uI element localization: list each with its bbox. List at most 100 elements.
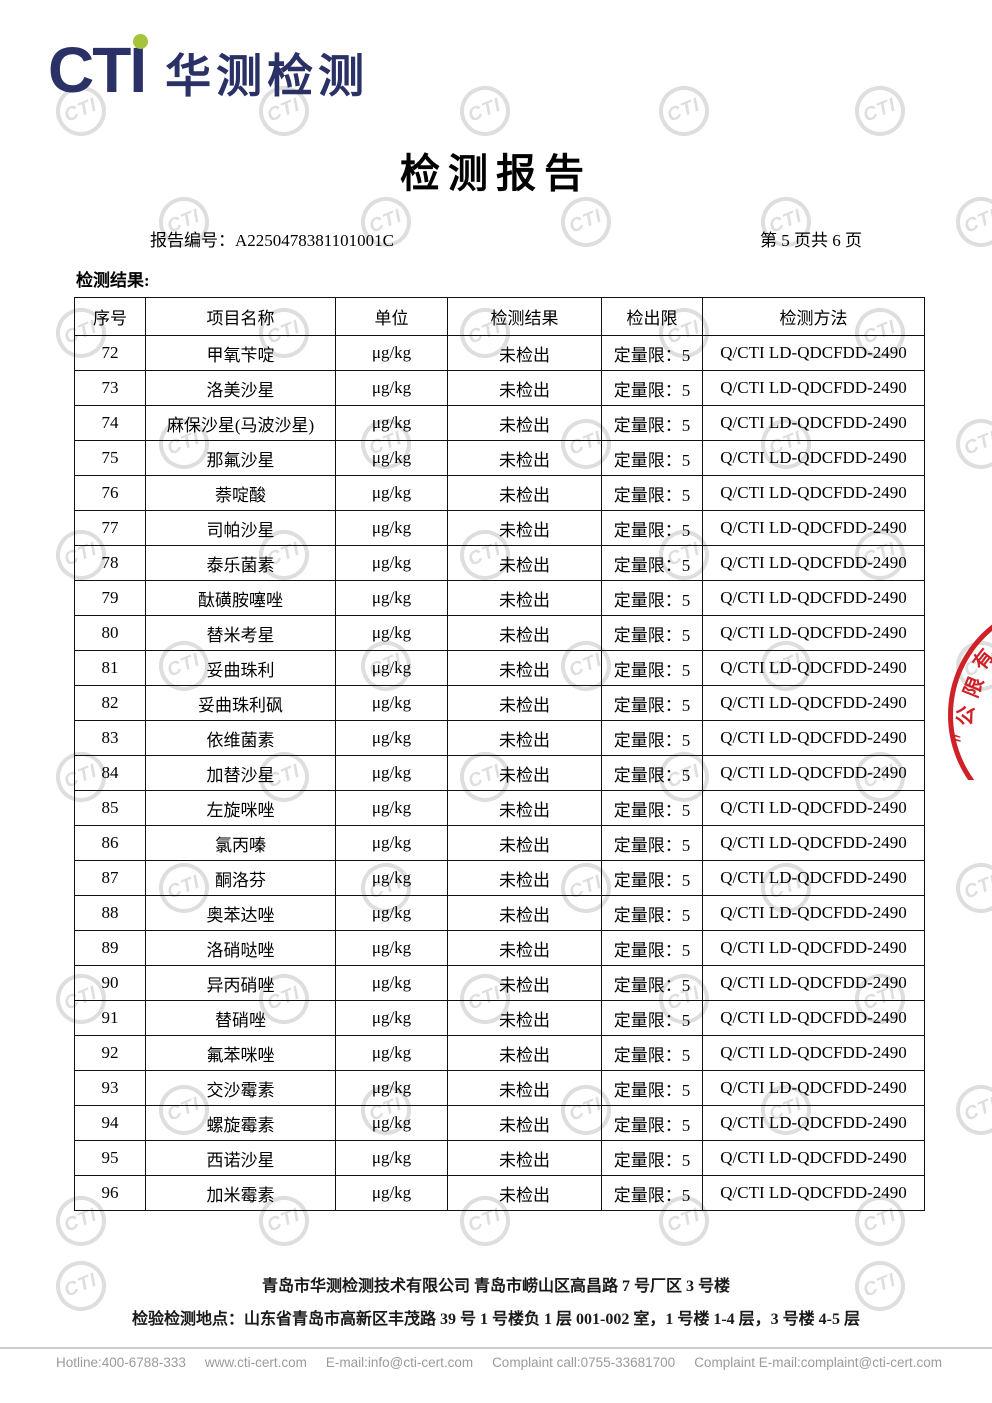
cell-item-name: 妥曲珠利 <box>145 650 336 686</box>
cell-unit: μg/kg <box>335 930 448 966</box>
cell-result: 未检出 <box>447 510 602 546</box>
cell-no: 74 <box>74 405 146 441</box>
email-text: E-mail:info@cti-cert.com <box>325 1355 474 1370</box>
cell-item-name: 氯丙嗪 <box>145 825 336 861</box>
table-row: 94 螺旋霉素 μg/kg 未检出 定量限：5 Q/CTI LD-QDCFDD-2490 <box>74 1105 925 1141</box>
cell-unit: μg/kg <box>335 545 448 581</box>
cell-item-name: 螺旋霉素 <box>145 1105 336 1141</box>
cell-unit: μg/kg <box>335 580 448 616</box>
cell-item-name: 异丙硝唑 <box>145 965 336 1001</box>
table-row: 81 妥曲珠利 μg/kg 未检出 定量限：5 Q/CTI LD-QDCFDD-2490 <box>74 650 925 686</box>
cell-result: 未检出 <box>447 370 602 406</box>
report-number-value: A2250478381101001C <box>235 231 394 250</box>
table-row: 74 麻保沙星(马波沙星) μg/kg 未检出 定量限：5 Q/CTI LD-QDCFDD… <box>74 405 925 441</box>
cell-detection-limit: 定量限：5 <box>601 580 703 616</box>
cell-method: Q/CTI LD-QDCFDD-2490 <box>702 650 925 686</box>
cell-method: Q/CTI LD-QDCFDD-2490 <box>702 440 925 476</box>
inspection-address-line: 检验检测地点：山东省青岛市高新区丰茂路 39 号 1 号楼负 1 层 001-0… <box>132 1311 860 1328</box>
cell-result: 未检出 <box>447 1070 602 1106</box>
company-name-line: 青岛市华测检测技术有限公司 青岛市崂山区高昌路 7 号厂区 3 号楼 <box>261 1278 730 1295</box>
cell-method: Q/CTI LD-QDCFDD-2490 <box>702 685 925 721</box>
cell-result: 未检出 <box>447 860 602 896</box>
report-meta-line: 报告编号：A2250478381101001C 第 5 页共 6 页 <box>150 226 862 251</box>
cell-no: 93 <box>74 1070 146 1106</box>
cell-item-name: 氟苯咪唑 <box>145 1035 336 1071</box>
column-header: 检测方法 <box>702 297 925 336</box>
contact-divider <box>0 1347 992 1349</box>
cell-unit: μg/kg <box>335 1105 448 1141</box>
table-header-row: 序号 项目名称 单位 检测结果 检出限 检测方法 <box>74 297 925 336</box>
cell-no: 82 <box>74 685 146 721</box>
table-row: 86 氯丙嗪 μg/kg 未检出 定量限：5 Q/CTI LD-QDCFDD-2490 <box>74 825 925 861</box>
cell-unit: μg/kg <box>335 755 448 791</box>
cell-detection-limit: 定量限：5 <box>601 440 703 476</box>
table-row: 93 交沙霉素 μg/kg 未检出 定量限：5 Q/CTI LD-QDCFDD-2490 <box>74 1070 925 1106</box>
complaint-email-text: Complaint E-mail:complaint@cti-cert.com <box>694 1355 942 1370</box>
table-row: 95 西诺沙星 μg/kg 未检出 定量限：5 Q/CTI LD-QDCFDD-2490 <box>74 1140 925 1176</box>
cell-no: 92 <box>74 1035 146 1071</box>
column-header: 序号 <box>74 297 146 336</box>
cell-result: 未检出 <box>447 475 602 511</box>
table-row: 73 洛美沙星 μg/kg 未检出 定量限：5 Q/CTI LD-QDCFDD-2490 <box>74 370 925 406</box>
table-row: 78 泰乐菌素 μg/kg 未检出 定量限：5 Q/CTI LD-QDCFDD-2490 <box>74 545 925 581</box>
cell-unit: μg/kg <box>335 370 448 406</box>
cell-detection-limit: 定量限：5 <box>601 510 703 546</box>
table-row: 89 洛硝哒唑 μg/kg 未检出 定量限：5 Q/CTI LD-QDCFDD-2490 <box>74 930 925 966</box>
cell-method: Q/CTI LD-QDCFDD-2490 <box>702 825 925 861</box>
cell-result: 未检出 <box>447 685 602 721</box>
cell-item-name: 替硝唑 <box>145 1000 336 1036</box>
cell-method: Q/CTI LD-QDCFDD-2490 <box>702 545 925 581</box>
cell-method: Q/CTI LD-QDCFDD-2490 <box>702 1175 925 1211</box>
cell-detection-limit: 定量限：5 <box>601 930 703 966</box>
cell-detection-limit: 定量限：5 <box>601 965 703 1001</box>
table-row: 84 加替沙星 μg/kg 未检出 定量限：5 Q/CTI LD-QDCFDD-2490 <box>74 755 925 791</box>
cell-detection-limit: 定量限：5 <box>601 1035 703 1071</box>
cell-unit: μg/kg <box>335 615 448 651</box>
cell-result: 未检出 <box>447 755 602 791</box>
cell-no: 90 <box>74 965 146 1001</box>
cell-detection-limit: 定量限：5 <box>601 545 703 581</box>
table-row: 87 酮洛芬 μg/kg 未检出 定量限：5 Q/CTI LD-QDCFDD-2490 <box>74 860 925 896</box>
cell-no: 83 <box>74 720 146 756</box>
cell-detection-limit: 定量限：5 <box>601 825 703 861</box>
cti-logo-text: CTI <box>48 32 149 108</box>
cell-item-name: 交沙霉素 <box>145 1070 336 1106</box>
cell-detection-limit: 定量限：5 <box>601 895 703 931</box>
column-header: 检出限 <box>601 297 703 336</box>
cell-item-name: 替米考星 <box>145 615 336 651</box>
cell-unit: μg/kg <box>335 510 448 546</box>
cell-no: 87 <box>74 860 146 896</box>
cell-item-name: 酮洛芬 <box>145 860 336 896</box>
cell-result: 未检出 <box>447 1175 602 1211</box>
cell-detection-limit: 定量限：5 <box>601 1175 703 1211</box>
cell-no: 89 <box>74 930 146 966</box>
table-row: 92 氟苯咪唑 μg/kg 未检出 定量限：5 Q/CTI LD-QDCFDD-2490 <box>74 1035 925 1071</box>
page-title: 检测报告 <box>400 151 592 196</box>
cell-result: 未检出 <box>447 405 602 441</box>
cell-item-name: 左旋咪唑 <box>145 790 336 826</box>
cell-detection-limit: 定量限：5 <box>601 1105 703 1141</box>
cti-logo-letters: CTI <box>48 34 147 106</box>
table-row: 83 依维菌素 μg/kg 未检出 定量限：5 Q/CTI LD-QDCFDD-2490 <box>74 720 925 756</box>
cell-method: Q/CTI LD-QDCFDD-2490 <box>702 405 925 441</box>
cell-detection-limit: 定量限：5 <box>601 720 703 756</box>
cell-method: Q/CTI LD-QDCFDD-2490 <box>702 930 925 966</box>
cell-detection-limit: 定量限：5 <box>601 755 703 791</box>
cell-no: 95 <box>74 1140 146 1176</box>
cell-method: Q/CTI LD-QDCFDD-2490 <box>702 720 925 756</box>
cell-unit: μg/kg <box>335 1175 448 1211</box>
cell-item-name: 洛硝哒唑 <box>145 930 336 966</box>
cell-method: Q/CTI LD-QDCFDD-2490 <box>702 1140 925 1176</box>
cell-method: Q/CTI LD-QDCFDD-2490 <box>702 510 925 546</box>
cell-unit: μg/kg <box>335 1140 448 1176</box>
cell-no: 76 <box>74 475 146 511</box>
cti-logo-brand: 华测检测 <box>165 50 370 102</box>
cell-item-name: 那氟沙星 <box>145 440 336 476</box>
cell-detection-limit: 定量限：5 <box>601 685 703 721</box>
cell-no: 85 <box>74 790 146 826</box>
cell-unit: μg/kg <box>335 405 448 441</box>
cell-unit: μg/kg <box>335 335 448 371</box>
cell-unit: μg/kg <box>335 825 448 861</box>
cell-detection-limit: 定量限：5 <box>601 860 703 896</box>
